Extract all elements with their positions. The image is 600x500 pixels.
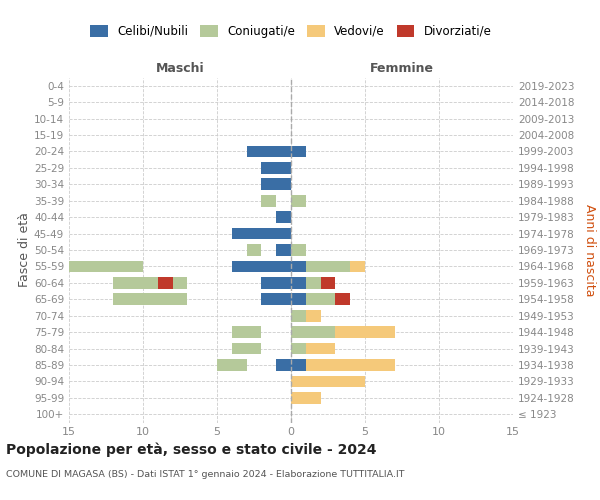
Bar xyxy=(306,277,320,289)
Bar xyxy=(113,277,187,289)
Text: COMUNE DI MAGASA (BS) - Dati ISTAT 1° gennaio 2024 - Elaborazione TUTTITALIA.IT: COMUNE DI MAGASA (BS) - Dati ISTAT 1° ge… xyxy=(6,470,404,479)
Bar xyxy=(291,294,306,305)
Bar xyxy=(350,260,365,272)
Bar xyxy=(262,277,291,289)
Bar xyxy=(232,326,262,338)
Bar xyxy=(262,195,276,206)
Bar xyxy=(158,277,173,289)
Bar xyxy=(320,277,335,289)
Bar xyxy=(306,359,395,371)
Bar xyxy=(276,244,291,256)
Bar xyxy=(276,359,291,371)
Bar xyxy=(306,310,320,322)
Bar xyxy=(262,178,291,190)
Bar xyxy=(276,211,291,223)
Text: Popolazione per età, sesso e stato civile - 2024: Popolazione per età, sesso e stato civil… xyxy=(6,442,377,457)
Bar xyxy=(306,260,350,272)
Y-axis label: Anni di nascita: Anni di nascita xyxy=(583,204,596,296)
Bar xyxy=(291,326,335,338)
Bar xyxy=(232,228,291,239)
Bar xyxy=(158,277,173,289)
Bar xyxy=(291,310,306,322)
Bar xyxy=(291,277,306,289)
Bar xyxy=(54,260,143,272)
Bar xyxy=(232,342,262,354)
Bar xyxy=(291,146,306,158)
Bar xyxy=(217,359,247,371)
Bar xyxy=(232,260,291,272)
Bar xyxy=(291,359,306,371)
Text: Maschi: Maschi xyxy=(155,62,205,75)
Bar xyxy=(291,244,306,256)
Bar xyxy=(113,294,187,305)
Bar xyxy=(291,342,306,354)
Bar xyxy=(291,376,365,388)
Legend: Celibi/Nubili, Coniugati/e, Vedovi/e, Divorziati/e: Celibi/Nubili, Coniugati/e, Vedovi/e, Di… xyxy=(90,25,492,38)
Bar xyxy=(262,162,291,174)
Bar xyxy=(306,294,335,305)
Bar xyxy=(247,146,291,158)
Bar xyxy=(247,244,262,256)
Bar xyxy=(291,260,306,272)
Bar xyxy=(335,294,350,305)
Bar xyxy=(291,195,306,206)
Bar xyxy=(262,294,291,305)
Bar xyxy=(335,326,395,338)
Bar xyxy=(306,342,335,354)
Y-axis label: Fasce di età: Fasce di età xyxy=(18,212,31,288)
Text: Femmine: Femmine xyxy=(370,62,434,75)
Bar xyxy=(291,392,320,404)
